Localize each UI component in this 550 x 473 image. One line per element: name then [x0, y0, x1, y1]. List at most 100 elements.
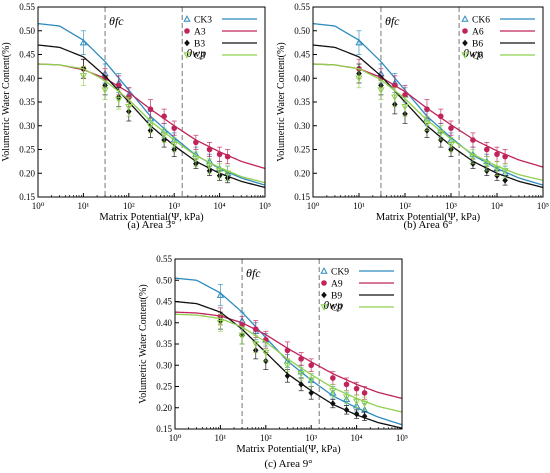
panel-a-y-tick-label: 0.15 [19, 192, 35, 202]
panel-b-legend-marker [462, 28, 468, 34]
panel-b-x-tick-label: 10¹ [353, 201, 365, 211]
panel-a-x-tick-label: 10¹ [78, 201, 90, 211]
panel-c-legend-marker [320, 304, 328, 311]
panel-a-y-tick-label: 0.55 [19, 2, 35, 12]
panel-a-point-c3 [170, 142, 178, 149]
panel-c-point-a9 [298, 356, 304, 362]
panel-b-annotation: θfc [385, 14, 400, 28]
panel-b-point-a6 [483, 146, 490, 153]
panel-b-point-c6 [469, 153, 477, 161]
panel-b-curve-b6 [312, 44, 544, 189]
panel-b-point-c6 [423, 120, 431, 128]
panel-a-point-c3 [160, 132, 168, 140]
panel-c-caption: (c) Area 9° [264, 458, 312, 470]
panel-a-x-tick-label: 10³ [168, 201, 180, 211]
panel-b: θfc θwp 10⁰ 10¹ 10² 10³ 10⁴ 10⁵ 0.15 0.20 0.25 0.30… [276, 2, 549, 231]
panel-c-point-b9 [284, 372, 291, 380]
panel-b-point-c6 [437, 130, 445, 137]
panel-b-y-tick-label: 0.45 [294, 50, 310, 60]
panel-a-point-c3 [101, 87, 109, 94]
panel-b-point-a6 [470, 137, 476, 143]
panel-c-curve-ck9 [174, 277, 403, 426]
panel-c-x-tick-label: 10⁰ [169, 433, 182, 443]
panel-a-y-tick-label: 0.45 [19, 50, 35, 60]
panel-b-point-a6 [437, 113, 444, 120]
panel-a-point-c3 [223, 170, 232, 178]
panel-b-point-c6 [355, 75, 363, 83]
panel-a-annotation: θwp [186, 46, 206, 60]
panel-a-legend-label: CK3 [194, 16, 212, 26]
panel-a-point-c3 [215, 168, 224, 175]
panel-a-point-a3 [171, 125, 177, 131]
panel-b-legend-marker [462, 39, 468, 47]
panel-c-curve-a9 [174, 311, 403, 400]
panel-c-point-c9 [238, 332, 246, 340]
panel-b-curve-c6 [312, 63, 544, 182]
panel-c-point-c9 [262, 349, 270, 357]
panel-c-point-b9 [353, 410, 360, 418]
panel-c-point-b9 [343, 406, 350, 414]
panel-c-curve-b9 [174, 300, 403, 429]
panel-a-point-c3 [205, 163, 214, 170]
panel-c-legend-label: C9 [331, 304, 342, 314]
panel-c-point-a9 [343, 381, 350, 388]
panel-c-point-ck9 [216, 291, 225, 298]
panel-c-point-c9 [252, 341, 260, 348]
panel-a-caption: (a) Area 3° [127, 219, 175, 231]
panel-c-y-tick-label: 0.55 [156, 254, 172, 264]
panel-c-y-tick-label: 0.20 [156, 403, 172, 413]
panel-b-point-a6 [448, 125, 454, 131]
panel-a-legend-marker [184, 28, 190, 34]
panel-b-point-c6 [501, 168, 509, 175]
panel-b-x-tick-label: 10⁵ [537, 201, 549, 211]
panel-b-y-tick-label: 0.50 [294, 26, 310, 36]
panel-a-y-tick-label: 0.20 [19, 168, 35, 178]
panel-c-x-tick-label: 10² [260, 433, 272, 443]
panel-a-point-a3 [206, 146, 213, 153]
panel-b-legend-label: CK6 [472, 16, 490, 26]
panel-c-point-c9 [352, 398, 361, 406]
panel-a-point-a3 [147, 106, 154, 112]
panel-b-point-c6 [377, 87, 385, 94]
panel-b-legend-label: C6 [472, 52, 483, 62]
panel-b-point-ck6 [355, 38, 363, 46]
panel-a-point-a3 [161, 113, 167, 120]
panel-b-curve-ck6 [312, 22, 544, 186]
panel-a-legend-label: A3 [194, 28, 206, 38]
panel-b-annotation: θwp [463, 46, 483, 60]
panel-c-point-a9 [308, 362, 315, 369]
panel-b-point-c6 [493, 165, 501, 173]
panel-a-legend-label: B3 [194, 40, 205, 50]
panel-a-legend-label: C3 [194, 52, 205, 62]
panel-a-point-c3 [125, 104, 133, 111]
panel-a-point-c3 [115, 96, 123, 104]
panel-c-x-tick-label: 10¹ [215, 433, 227, 443]
panel-b-point-a6 [402, 92, 408, 98]
panel-a-point-c3 [146, 123, 155, 130]
panel-c-y-tick-label: 0.45 [156, 297, 172, 307]
panel-b-point-c6 [483, 161, 491, 168]
panel-a-point-a3 [224, 153, 231, 160]
panel-b-x-tick-label: 10⁰ [307, 201, 320, 211]
panel-b-x-axis-label: Matrix Potential(Ψ, kPa) [376, 212, 481, 223]
panel-c-point-a9 [330, 375, 336, 381]
panel-b-legend-label: A6 [472, 28, 484, 38]
panel-b-point-a6 [424, 106, 430, 112]
panel-c-point-c9 [216, 320, 225, 327]
panel-a-x-tick-label: 10² [123, 201, 135, 211]
panel-b-x-tick-label: 10⁴ [491, 201, 503, 211]
panel-b-y-tick-label: 0.20 [294, 168, 310, 178]
panel-a-annotation: θfc [109, 14, 124, 28]
panel-c-point-c9 [297, 371, 305, 378]
panel-c-y-tick-label: 0.35 [156, 339, 172, 349]
panel-c-x-axis-label: Matrix Potential(Ψ, kPa) [236, 444, 341, 455]
panel-c-point-c9 [342, 394, 351, 401]
panel-c-y-tick-label: 0.50 [156, 275, 172, 285]
panel-b-y-tick-label: 0.40 [294, 73, 310, 83]
panel-b-y-tick-label: 0.30 [294, 121, 310, 131]
panel-c-annotation: θwp [323, 298, 343, 312]
panel-c-point-a9 [252, 326, 259, 332]
panel-b-point-a6 [494, 151, 500, 158]
panel-a-y-axis-label: Volumetric Water Content(%) [1, 42, 12, 161]
